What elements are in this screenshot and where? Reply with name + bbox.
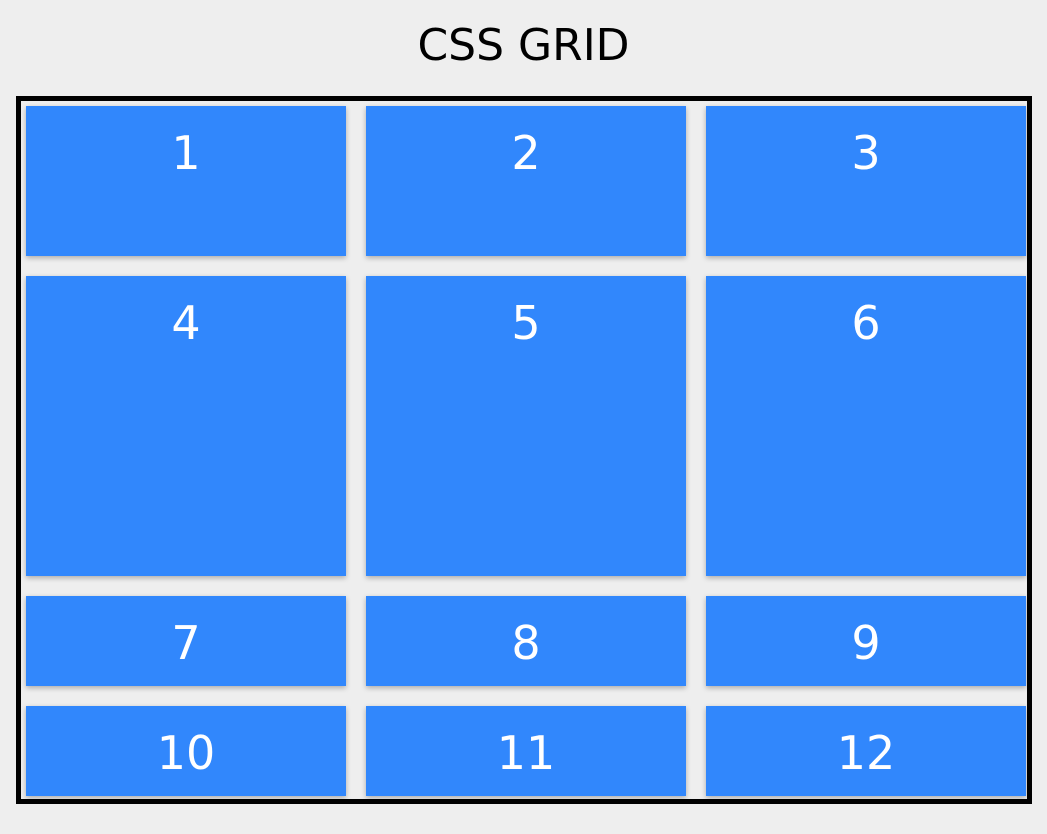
grid-item-10: 10 [26,706,346,796]
grid-item-6: 6 [706,276,1026,576]
grid-item-11: 11 [366,706,686,796]
grid-container: 1 2 3 4 5 6 7 8 9 10 11 12 [16,96,1032,804]
grid-item-9: 9 [706,596,1026,686]
grid-item-5: 5 [366,276,686,576]
grid-item-2: 2 [366,106,686,256]
grid-item-8: 8 [366,596,686,686]
grid-item-12: 12 [706,706,1026,796]
grid-item-3: 3 [706,106,1026,256]
page-title: CSS GRID [417,20,630,71]
grid-item-1: 1 [26,106,346,256]
grid-item-4: 4 [26,276,346,576]
grid-item-7: 7 [26,596,346,686]
